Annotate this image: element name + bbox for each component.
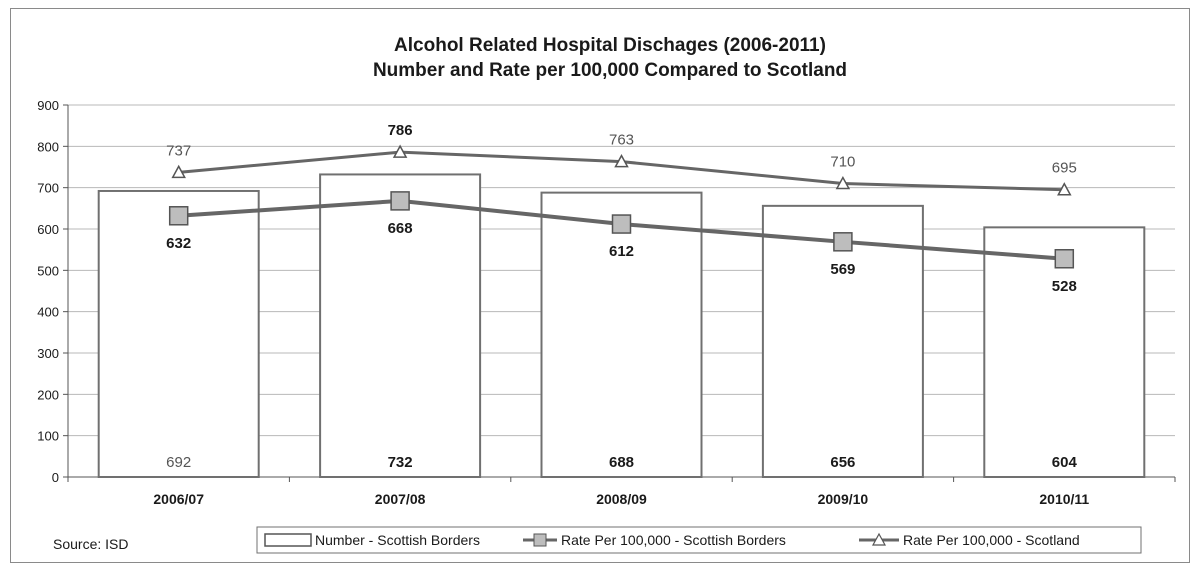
y-tick-label: 500 [37, 263, 59, 278]
x-tick-label: 2007/08 [375, 491, 426, 507]
scotland-marker [171, 164, 186, 179]
scotland-value-label: 737 [166, 142, 191, 159]
scotland-value-label: 710 [830, 154, 855, 171]
bar-value-label: 656 [830, 454, 855, 471]
legend-swatch-bar [264, 533, 312, 547]
legend-swatch-borders-marker [533, 533, 547, 547]
borders-value-label: 569 [830, 261, 855, 278]
y-tick-label: 800 [37, 139, 59, 154]
y-tick-label: 900 [37, 98, 59, 113]
scotland-value-label: 763 [609, 132, 634, 149]
y-tick-label: 600 [37, 222, 59, 237]
y-tick-label: 300 [37, 346, 59, 361]
legend: Number - Scottish Borders Rate Per 100,00… [256, 526, 1142, 554]
borders-value-label: 632 [166, 235, 191, 252]
borders-marker [390, 191, 410, 211]
plot-area: 0 100 200 300 400 500 600 700 800 900 692 732 688 656… [37, 98, 1176, 507]
bar [540, 191, 703, 478]
legend-label-number: Number - Scottish Borders [315, 532, 480, 548]
scotland-value-label: 786 [388, 122, 413, 139]
borders-marker [611, 214, 632, 234]
scotland-marker [835, 175, 851, 190]
borders-marker [833, 232, 853, 252]
legend-label-borders-rate: Rate Per 100,000 - Scottish Borders [561, 532, 786, 548]
scotland-marker [392, 144, 408, 158]
chart: Alcohol Related Hospital Dischages (2006… [37, 35, 1176, 554]
borders-value-label: 668 [388, 220, 413, 237]
legend-label-scotland-rate: Rate Per 100,000 - Scotland [903, 532, 1080, 548]
bar-value-label: 692 [166, 454, 191, 471]
bar [97, 189, 260, 478]
borders-marker [168, 206, 189, 226]
bar [983, 226, 1146, 478]
x-tick-label: 2009/10 [818, 491, 869, 507]
y-tick-label: 700 [37, 181, 59, 196]
y-tick-label: 100 [37, 429, 59, 444]
y-tick-label: 400 [37, 305, 59, 320]
bar [319, 173, 482, 478]
bar-value-label: 604 [1052, 454, 1078, 471]
chart-title: Alcohol Related Hospital Dischages (2006… [394, 35, 826, 56]
scotland-marker [614, 154, 629, 168]
x-tick-label: 2008/09 [596, 491, 647, 507]
borders-marker [1054, 249, 1075, 269]
legend-box [256, 526, 1142, 554]
x-tick-label: 2010/11 [1039, 491, 1089, 507]
bar-value-label: 688 [609, 454, 634, 471]
scotland-marker [1057, 182, 1072, 196]
chart-frame: Alcohol Related Hospital Dischages (2006… [10, 8, 1190, 563]
y-tick-label: 200 [37, 387, 59, 402]
borders-value-label: 528 [1052, 278, 1077, 295]
borders-value-label: 612 [609, 243, 634, 260]
bar-value-label: 732 [388, 454, 413, 471]
source-note: Source: ISD [53, 536, 128, 552]
y-tick-label: 0 [52, 470, 59, 485]
x-tick-label: 2006/07 [153, 491, 204, 507]
legend-swatch-scotland-marker [871, 532, 887, 546]
scotland-value-label: 695 [1052, 160, 1077, 177]
chart-subtitle: Number and Rate per 100,000 Compared to … [373, 60, 847, 81]
